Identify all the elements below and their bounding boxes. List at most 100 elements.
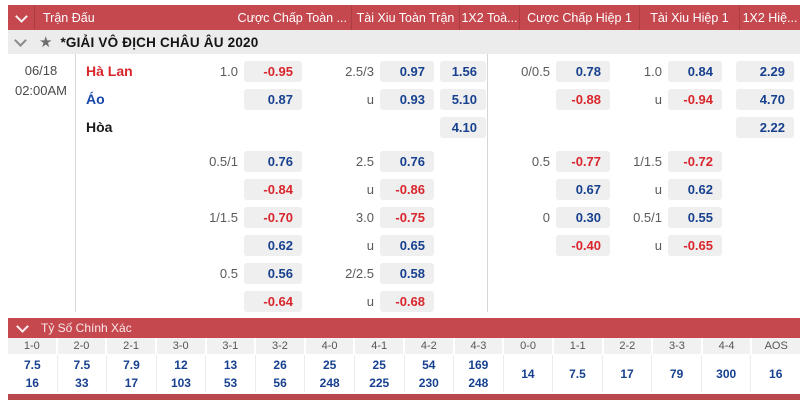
collapse-all-button[interactable]: [8, 5, 35, 30]
fh-hc-home-odds[interactable]: 0.78: [556, 61, 610, 82]
col-header-1x2-fulltime: 1X2 Toà...: [460, 5, 520, 30]
score-column: 7.5 33: [58, 355, 108, 392]
ft-ou-under-odds[interactable]: -0.68: [380, 291, 434, 312]
score-header: 4-2: [405, 338, 455, 354]
ft-hc-line: 1.0: [219, 64, 238, 79]
score-odds[interactable]: 17: [620, 366, 634, 381]
ft-hc-away-odds[interactable]: 0.87: [244, 89, 302, 110]
fh-ou-over-odds[interactable]: -0.72: [668, 151, 722, 172]
league-row: ★ *GIẢI VÔ ĐỊCH CHÂU ÂU 2020: [8, 30, 800, 54]
ft-ou-line: 2/2.5: [345, 266, 374, 281]
score-odds[interactable]: 169: [468, 357, 489, 372]
score-odds[interactable]: 14: [521, 366, 535, 381]
fh-hc-line: 0/0.5: [521, 64, 550, 79]
col-header-handicap-fulltime: Cược Chấp Toàn ...: [230, 5, 352, 30]
score-column: 13 53: [206, 355, 256, 392]
fh-1x2-away-odds[interactable]: 4.70: [736, 89, 794, 110]
score-odds[interactable]: 248: [468, 375, 489, 390]
ft-hc-line: 1/1.5: [209, 210, 238, 225]
score-odds[interactable]: 103: [170, 375, 191, 390]
score-header: 0-0: [504, 338, 554, 354]
fh-under-label: u: [654, 238, 662, 253]
fh-hc-line: 0.5: [531, 154, 550, 169]
score-odds[interactable]: 17: [124, 375, 139, 390]
score-header: 2-1: [107, 338, 157, 354]
ft-hc-home-odds[interactable]: 0.56: [244, 263, 302, 284]
score-odds[interactable]: 16: [25, 375, 39, 390]
score-column: 16: [751, 355, 800, 392]
match-time: 02:00AM: [14, 83, 68, 98]
home-team-name: Hà Lan: [86, 63, 133, 79]
score-header: 4-4: [702, 338, 753, 354]
away-team-name: Áo: [86, 91, 105, 107]
score-odds[interactable]: 54: [422, 357, 436, 372]
match-date: 06/18: [24, 63, 58, 78]
ft-ou-over-odds[interactable]: -0.75: [380, 207, 434, 228]
ft-hc-line: 0.5/1: [209, 154, 238, 169]
fh-ou-over-odds[interactable]: 0.84: [668, 61, 722, 82]
score-odds[interactable]: 230: [418, 375, 439, 390]
fh-1x2-home-odds[interactable]: 2.29: [736, 61, 794, 82]
fh-ou-over-odds[interactable]: 0.55: [668, 207, 722, 228]
ft-ou-over-odds[interactable]: 0.58: [380, 263, 434, 284]
correct-score-values-row: 7.5 16 7.5 33 7.9 17 12 103 13 53 26 56 …: [8, 355, 800, 392]
score-odds[interactable]: 53: [223, 375, 238, 390]
ft-ou-line: 2.5: [355, 154, 374, 169]
score-odds[interactable]: 7.5: [73, 357, 91, 372]
score-odds[interactable]: 225: [369, 375, 390, 390]
score-column: 25 248: [305, 355, 355, 392]
score-header: 3-0: [156, 338, 207, 354]
ft-ou-under-odds[interactable]: -0.86: [380, 179, 434, 200]
fh-ou-under-odds[interactable]: -0.65: [668, 235, 722, 256]
ft-ou-over-odds[interactable]: 0.97: [380, 61, 434, 82]
score-odds[interactable]: 16: [769, 366, 783, 381]
ft-hc-away-odds[interactable]: -0.64: [244, 291, 302, 312]
score-header: 2-2: [603, 338, 654, 354]
ft-ou-over-odds[interactable]: 0.76: [380, 151, 434, 172]
fh-hc-away-odds[interactable]: 0.67: [556, 179, 610, 200]
score-odds[interactable]: 56: [273, 375, 287, 390]
score-odds[interactable]: 248: [319, 375, 340, 390]
score-column: 79: [652, 355, 702, 392]
ft-hc-home-odds[interactable]: 0.76: [244, 151, 302, 172]
score-column: 7.5: [553, 355, 603, 392]
score-header: 2-0: [57, 338, 108, 354]
ft-1x2-away-odds[interactable]: 5.10: [440, 89, 486, 110]
score-odds[interactable]: 33: [75, 375, 89, 390]
ft-ou-line: 3.0: [355, 210, 374, 225]
ft-1x2-home-odds[interactable]: 1.56: [440, 61, 486, 82]
score-column: 17: [603, 355, 653, 392]
score-odds[interactable]: 12: [174, 357, 188, 372]
halves-divider: [487, 54, 488, 312]
ft-under-label: u: [366, 182, 374, 197]
star-icon[interactable]: ★: [39, 33, 53, 51]
score-header: 1-0: [8, 338, 58, 354]
fh-1x2-draw-odds[interactable]: 2.22: [736, 117, 794, 138]
fh-hc-away-odds[interactable]: -0.88: [556, 89, 610, 110]
score-header: 3-1: [206, 338, 257, 354]
score-odds[interactable]: 79: [669, 366, 684, 381]
chevron-down-icon[interactable]: [14, 34, 27, 47]
bottom-red-bar: [8, 394, 800, 400]
fh-hc-home-odds[interactable]: 0.30: [556, 207, 610, 228]
fh-hc-home-odds[interactable]: -0.77: [556, 151, 610, 172]
fh-ou-under-odds[interactable]: -0.94: [668, 89, 722, 110]
score-odds[interactable]: 7.5: [23, 357, 41, 372]
score-odds[interactable]: 25: [372, 357, 386, 372]
score-odds[interactable]: 26: [273, 357, 287, 372]
ft-hc-home-odds[interactable]: -0.70: [244, 207, 302, 228]
chevron-down-icon[interactable]: [16, 320, 29, 333]
score-odds[interactable]: 7.5: [569, 366, 586, 381]
ft-hc-away-odds[interactable]: 0.62: [244, 235, 302, 256]
ft-hc-home-odds[interactable]: -0.95: [244, 61, 302, 82]
ft-hc-away-odds[interactable]: -0.84: [244, 179, 302, 200]
ft-ou-under-odds[interactable]: 0.93: [380, 89, 434, 110]
fh-ou-under-odds[interactable]: 0.62: [668, 179, 722, 200]
score-odds[interactable]: 300: [716, 366, 737, 381]
score-odds[interactable]: 13: [223, 357, 238, 372]
score-odds[interactable]: 7.9: [123, 357, 140, 372]
ft-1x2-draw-odds[interactable]: 4.10: [440, 117, 486, 138]
fh-hc-away-odds[interactable]: -0.40: [556, 235, 610, 256]
ft-ou-under-odds[interactable]: 0.65: [380, 235, 434, 256]
score-odds[interactable]: 25: [322, 357, 337, 372]
